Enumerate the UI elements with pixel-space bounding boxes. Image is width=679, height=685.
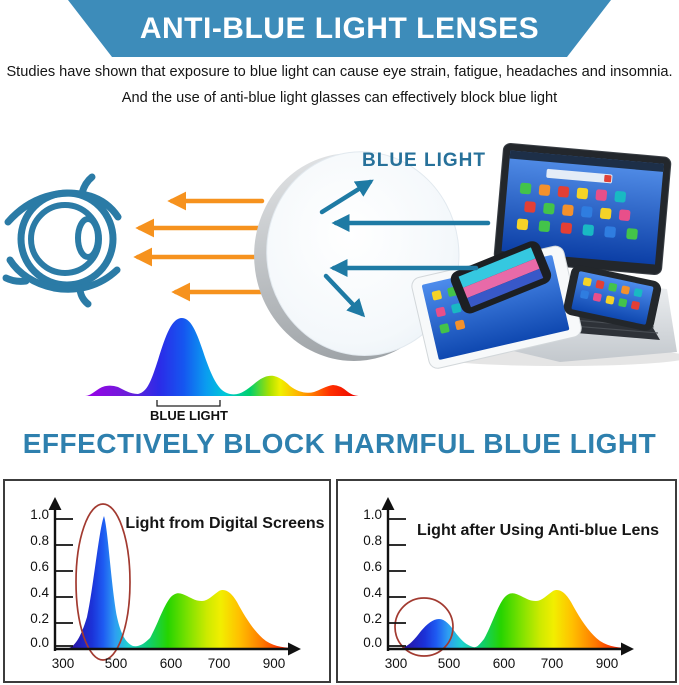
svg-text:500: 500 [105,656,128,671]
svg-text:1.0: 1.0 [30,507,49,522]
svg-text:0.2: 0.2 [363,611,382,626]
devices-illustration [411,143,679,369]
svg-text:0.4: 0.4 [363,585,382,600]
chart-title: Light from Digital Screens [125,515,324,532]
blue-light-label: BLUE LIGHT [362,150,486,171]
svg-text:300: 300 [385,656,408,671]
svg-text:900: 900 [596,656,619,671]
svg-text:1.0: 1.0 [363,507,382,522]
blue-light-arrows [319,179,491,318]
y-ticks [56,518,73,647]
annotation-circle [394,597,454,657]
x-tick-labels: 300 500 600 700 900 [385,656,619,671]
svg-text:900: 900 [263,656,286,671]
spectral-curve [69,516,297,648]
blue-light-bracket [156,400,221,407]
spectrum-wave: BLUE LIGHT [85,318,360,423]
phone-left [450,241,552,314]
intro-line-2: And the use of anti-blue light glasses c… [121,90,558,106]
chart-title: Light after Using Anti-blue Lens [417,522,659,539]
svg-text:0.6: 0.6 [30,559,49,574]
svg-text:0.8: 0.8 [363,533,382,548]
axes [381,497,634,656]
orange-arrows [133,191,273,302]
svg-text:0.6: 0.6 [363,559,382,574]
svg-text:0.0: 0.0 [363,635,382,650]
x-tick-labels: 300 500 600 700 900 [52,656,286,671]
title-banner: ANTI-BLUE LIGHT LENSES [68,0,611,57]
svg-text:700: 700 [208,656,231,671]
chart-digital-screens: 1.0 0.8 0.6 0.4 0.2 0.0 300 500 600 700 … [3,479,331,685]
svg-text:500: 500 [438,656,461,671]
page-title: ANTI-BLUE LIGHT LENSES [139,11,540,45]
svg-text:0.4: 0.4 [30,585,49,600]
spectral-curve [402,590,631,648]
y-tick-labels: 1.0 0.8 0.6 0.4 0.2 0.0 [30,507,49,650]
svg-text:600: 600 [160,656,183,671]
y-ticks [389,518,406,647]
svg-text:0.8: 0.8 [30,533,49,548]
annotation-ellipse [75,503,131,661]
y-tick-labels: 1.0 0.8 0.6 0.4 0.2 0.0 [363,507,382,650]
blue-light-diagram: BLUE LIGHT BLUE LIGHT [2,143,679,423]
axes [48,497,301,656]
svg-text:700: 700 [541,656,564,671]
chart-anti-blue-lens: 1.0 0.8 0.6 0.4 0.2 0.0 300 500 600 700 … [336,479,677,685]
phone-icons [580,277,643,310]
svg-text:0.0: 0.0 [30,635,49,650]
lens-illustration [254,151,460,361]
section-heading: EFFECTIVELY BLOCK HARMFUL BLUE LIGHT [22,428,657,459]
wave-bracket-label: BLUE LIGHT [150,408,228,423]
intro-line-1: Studies have shown that exposure to blue… [6,64,673,80]
svg-text:300: 300 [52,656,75,671]
svg-text:0.2: 0.2 [30,611,49,626]
phone-right [563,265,662,331]
svg-text:600: 600 [493,656,516,671]
laptop-screen [493,143,672,276]
app-icons [516,182,638,240]
eye-icon [2,173,122,308]
